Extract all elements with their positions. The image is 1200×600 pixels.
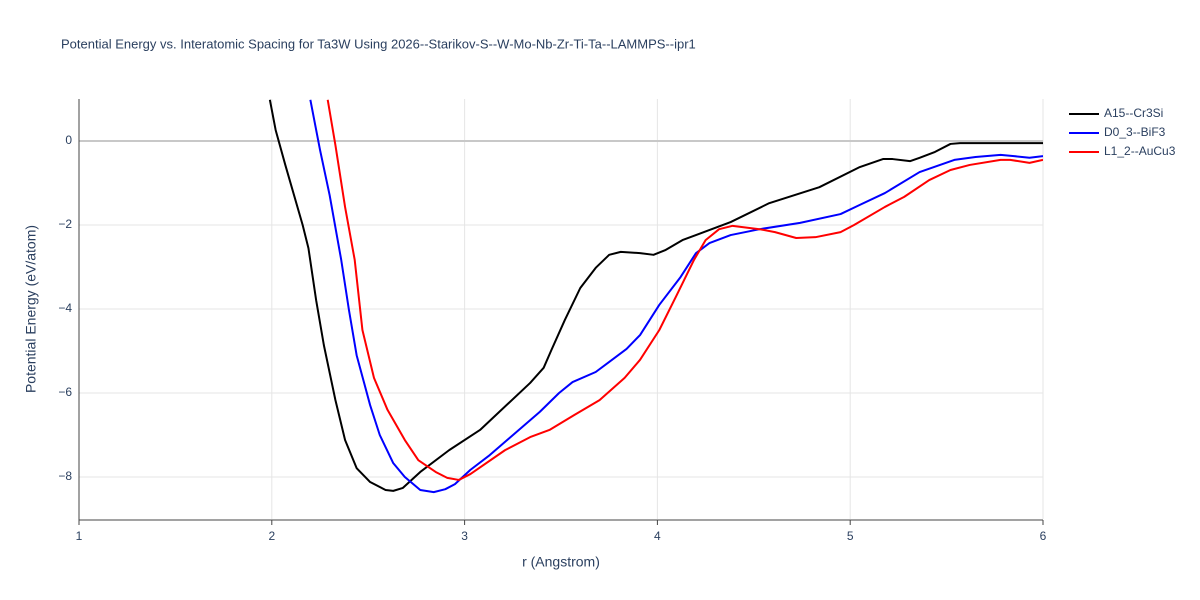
y-tick-label: −4 <box>58 301 72 315</box>
plot-area <box>268 99 1043 494</box>
grid <box>78 99 1044 525</box>
y-axis-title: Potential Energy (eV/atom) <box>23 225 39 393</box>
y-tick-label: −2 <box>58 217 72 231</box>
series-line <box>326 99 1043 481</box>
x-tick-label: 3 <box>461 529 468 543</box>
y-tick-label: −8 <box>58 469 72 483</box>
series-line <box>268 99 1043 492</box>
legend-label: L1_2--AuCu3 <box>1104 144 1176 158</box>
legend-label: D0_3--BiF3 <box>1104 125 1166 139</box>
x-tick-label: 5 <box>847 529 854 543</box>
x-tick-label: 1 <box>76 529 83 543</box>
x-tick-label: 4 <box>654 529 661 543</box>
x-axis-title: r (Angstrom) <box>522 554 600 570</box>
legend-label: A15--Cr3Si <box>1104 106 1163 120</box>
series-line <box>309 99 1043 494</box>
x-tick-label: 6 <box>1040 529 1047 543</box>
legend: A15--Cr3Si D0_3--BiF3 L1_2--AuCu3 <box>1069 106 1176 158</box>
y-tick-label: −6 <box>58 385 72 399</box>
chart-title: Potential Energy vs. Interatomic Spacing… <box>61 36 696 51</box>
y-tick-label: 0 <box>65 133 72 147</box>
x-tick-label: 2 <box>268 529 275 543</box>
